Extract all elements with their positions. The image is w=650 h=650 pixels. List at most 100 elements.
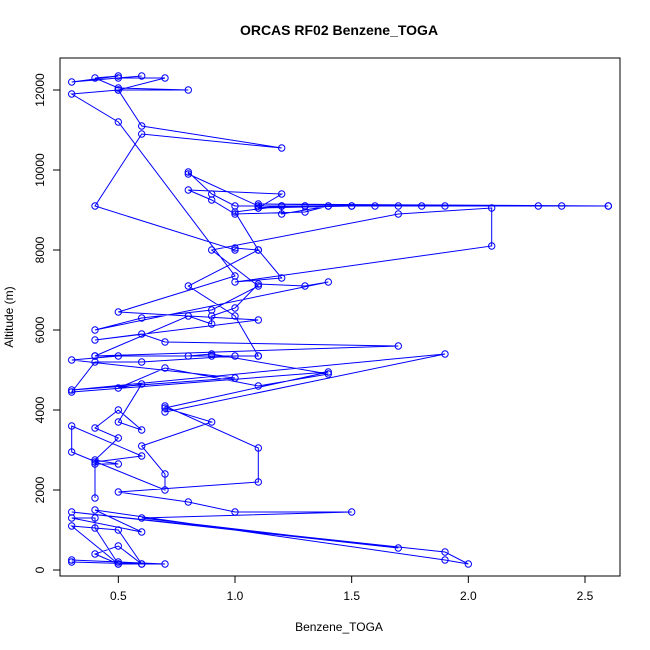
data-point <box>138 358 146 366</box>
data-point <box>254 246 262 254</box>
data-point <box>161 560 169 568</box>
data-point <box>278 190 286 198</box>
y-tick-label: 6000 <box>33 316 47 343</box>
y-tick-label: 4000 <box>33 396 47 423</box>
data-point <box>278 144 286 152</box>
data-point <box>68 78 76 86</box>
data-point <box>161 338 169 346</box>
data-point <box>91 524 99 532</box>
data-point <box>184 186 193 194</box>
data-point <box>91 460 99 468</box>
series-line <box>70 75 609 565</box>
data-point <box>91 506 99 514</box>
data-point <box>231 304 239 312</box>
y-tick-label: 2000 <box>33 476 47 503</box>
data-point <box>114 308 123 316</box>
data-point <box>68 556 76 564</box>
data-point <box>138 426 146 434</box>
data-point <box>114 72 123 80</box>
data-point <box>91 202 99 210</box>
data-point <box>278 210 286 218</box>
data-point <box>254 382 262 390</box>
data-point <box>231 244 239 252</box>
data-point <box>114 434 123 442</box>
data-point <box>161 404 169 412</box>
data-point <box>348 508 356 516</box>
data-point <box>184 86 193 94</box>
data-point <box>254 478 262 486</box>
data-point <box>138 442 146 450</box>
data-point <box>184 352 193 360</box>
data-point <box>231 374 239 382</box>
data-point <box>441 556 449 564</box>
data-point <box>464 560 472 568</box>
x-tick-label: 0.5 <box>110 589 127 603</box>
data-point <box>324 202 332 210</box>
data-point <box>114 542 123 550</box>
data-point <box>534 202 542 210</box>
data-point <box>394 342 402 350</box>
data-point <box>161 470 169 478</box>
data-point <box>394 544 402 552</box>
data-point <box>278 202 286 210</box>
data-point <box>208 306 216 314</box>
data-point <box>138 528 146 536</box>
data-point <box>138 130 146 138</box>
data-point <box>231 312 239 320</box>
data-point <box>68 508 76 516</box>
data-point <box>184 170 193 178</box>
data-point <box>231 210 239 218</box>
y-axis: 0 2000 4000 6000 8000 10000 12000 <box>33 73 61 573</box>
data-point <box>114 84 123 92</box>
data-point <box>208 418 216 426</box>
data-point <box>68 90 76 98</box>
data-point <box>231 202 239 210</box>
data-layer <box>68 72 612 568</box>
data-point <box>114 558 123 566</box>
data-point <box>231 352 239 360</box>
data-point <box>91 514 99 522</box>
data-point <box>114 418 123 426</box>
data-point <box>114 74 123 82</box>
data-point <box>138 330 146 338</box>
x-tick-label: 1.0 <box>227 589 244 603</box>
x-tick-label: 1.5 <box>343 589 360 603</box>
data-point <box>161 364 169 372</box>
data-point <box>208 352 216 360</box>
data-point <box>278 274 286 282</box>
data-point <box>138 122 146 130</box>
x-axis-label: Benzene_TOGA <box>295 620 383 634</box>
data-point <box>114 560 123 568</box>
data-point <box>558 202 566 210</box>
y-axis-label: Altitude (m) <box>2 286 16 347</box>
data-point <box>604 202 612 210</box>
data-point <box>138 72 146 80</box>
data-point <box>68 388 76 396</box>
data-point <box>254 202 262 210</box>
data-point <box>348 202 356 210</box>
y-tick-label: 12000 <box>33 73 47 107</box>
data-point <box>161 408 169 416</box>
data-point <box>91 352 99 360</box>
data-point <box>138 452 146 460</box>
data-point <box>488 204 496 212</box>
data-point <box>418 202 426 210</box>
data-point <box>91 494 99 502</box>
data-point <box>138 514 146 522</box>
data-point <box>68 558 76 566</box>
data-point <box>114 352 123 360</box>
data-point <box>324 368 332 376</box>
data-point <box>91 424 99 432</box>
x-axis: 0.5 1.0 1.5 2.0 2.5 <box>110 575 594 603</box>
data-point <box>254 282 262 290</box>
data-point <box>114 118 123 126</box>
data-point <box>184 498 193 506</box>
data-point <box>254 200 262 208</box>
data-point <box>114 488 123 496</box>
x-tick-label: 2.0 <box>460 589 477 603</box>
data-point <box>68 356 76 364</box>
data-point <box>254 204 262 212</box>
data-point <box>91 336 99 344</box>
data-point <box>371 202 379 210</box>
